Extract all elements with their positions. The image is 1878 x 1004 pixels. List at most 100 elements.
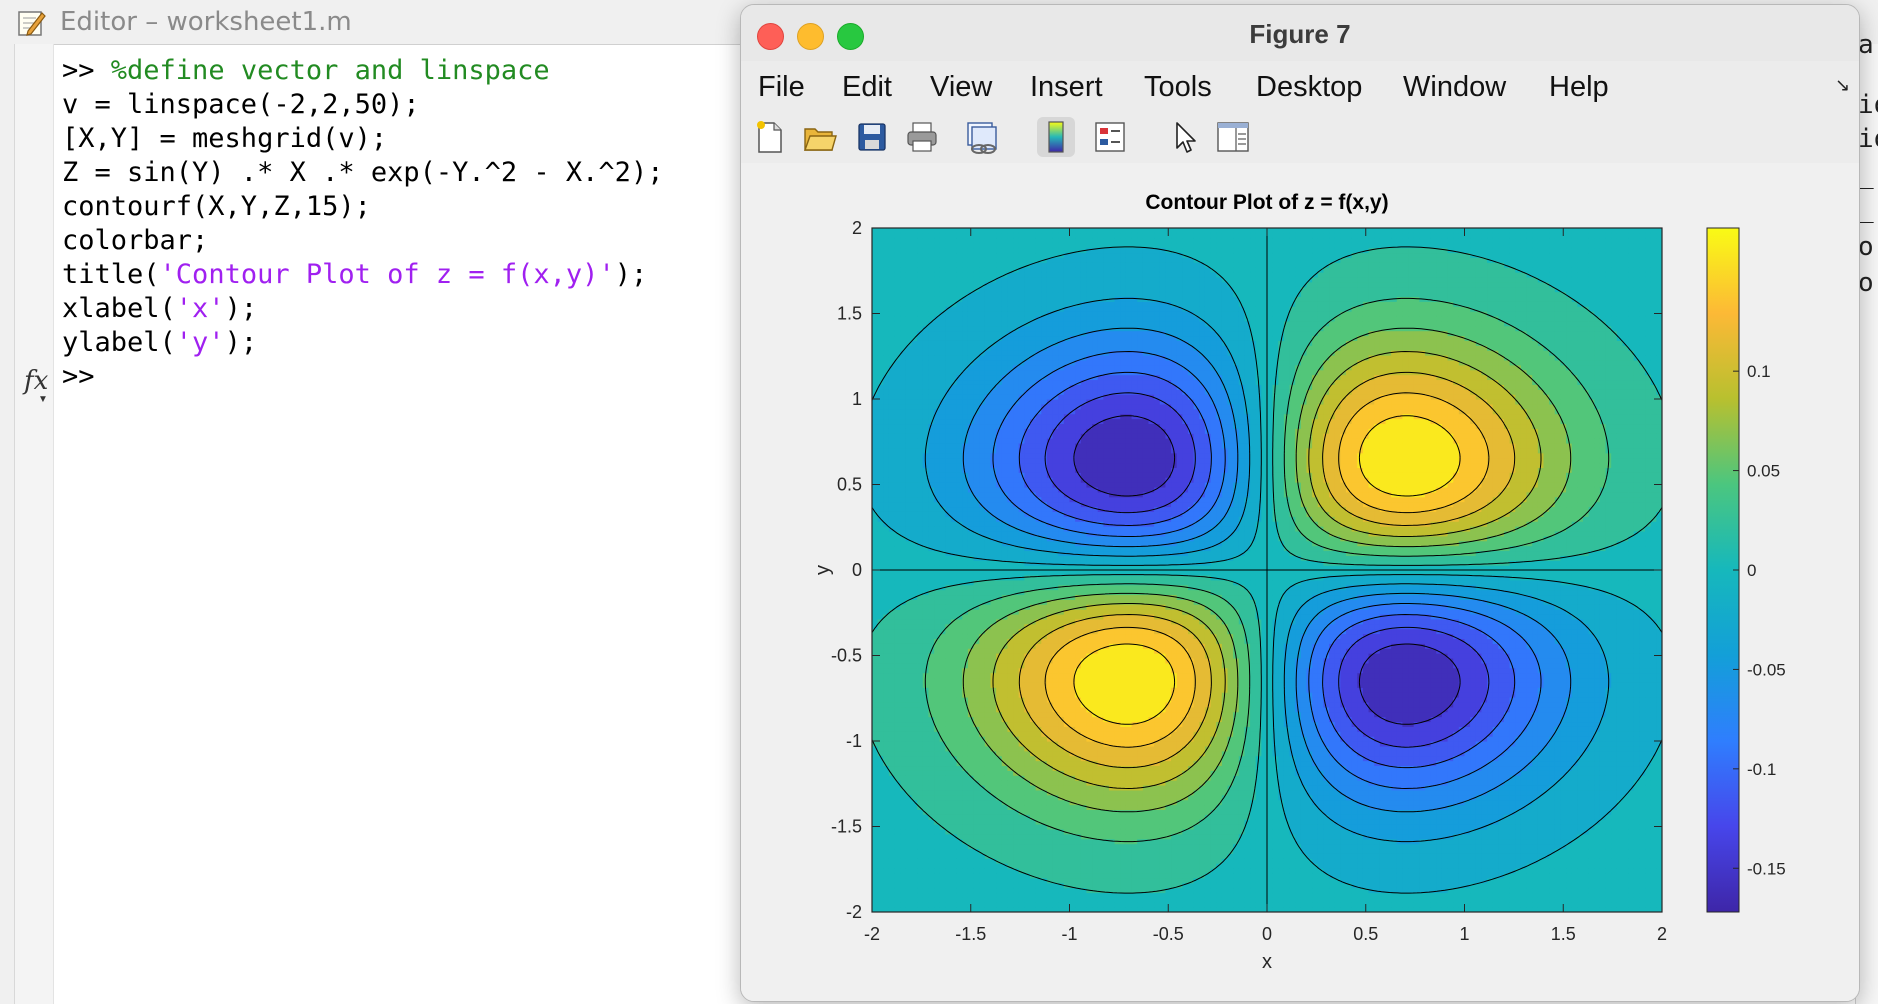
link-plot-icon[interactable] (963, 117, 1001, 157)
contour-cell (1030, 736, 1037, 742)
contour-cell (951, 706, 958, 713)
contour-cell (973, 237, 980, 244)
contour-cell (973, 462, 980, 468)
contour-cell (1013, 853, 1020, 859)
contour-cell (967, 736, 975, 742)
menu-insert[interactable]: Insert (1030, 71, 1103, 103)
function-browser-caret-icon[interactable]: ▼ (38, 394, 48, 405)
contour-cell (967, 467, 975, 473)
contour-cell (945, 584, 952, 591)
contour-cell (934, 628, 941, 635)
contour-cell (939, 350, 946, 356)
menu-window[interactable]: Window (1403, 71, 1507, 103)
contour-cell (911, 623, 918, 630)
menu-desktop[interactable]: Desktop (1256, 71, 1363, 103)
contour-cell (917, 296, 924, 302)
open-file-icon[interactable] (800, 117, 838, 157)
contour-cell (951, 545, 958, 552)
contour-cell (917, 506, 924, 512)
contour-cell (905, 286, 913, 293)
contour-cell (1063, 682, 1071, 688)
contour-cell (917, 789, 924, 796)
contour-cell (905, 721, 913, 727)
contour-cell (1046, 267, 1054, 273)
contour-cell (1063, 423, 1071, 429)
property-editor-icon[interactable] (1214, 117, 1252, 157)
contour-cell (951, 711, 958, 718)
contour-cell (894, 863, 901, 869)
menu-help[interactable]: Help (1549, 71, 1609, 103)
contour-cell (956, 828, 963, 835)
contour-cell (1024, 486, 1031, 493)
contour-cell (939, 306, 946, 312)
contour-cell (934, 418, 941, 425)
contour-cell (900, 423, 907, 429)
maximize-window-button[interactable] (837, 23, 864, 50)
contour-cell (911, 467, 918, 473)
contour-cell (905, 457, 913, 464)
contour-cell (905, 477, 913, 483)
legend-icon[interactable] (1091, 117, 1129, 157)
contour-cell (956, 472, 963, 478)
contour-cell (984, 662, 992, 669)
contour-cell (922, 809, 930, 815)
command-window-text[interactable]: >> %define vector and linspace v = linspa… (62, 54, 663, 394)
contour-cell (1018, 301, 1025, 307)
contour-cell (872, 814, 879, 820)
contour-cell (1007, 726, 1014, 732)
contour-cell (979, 799, 986, 806)
contour-cell (1013, 687, 1020, 693)
contour-cell (1013, 784, 1020, 791)
menu-tools[interactable]: Tools (1144, 71, 1212, 103)
contour-cell (1030, 604, 1037, 610)
contour-cell (922, 609, 930, 615)
figure-titlebar[interactable]: Figure 7 (741, 5, 1859, 61)
contour-cell (973, 262, 980, 268)
pointer-icon[interactable] (1165, 117, 1203, 157)
contour-cell (945, 872, 952, 879)
contour-cell (1052, 335, 1059, 341)
contour-cell (928, 570, 935, 576)
contour-cell (1001, 692, 1009, 698)
contour-cell (1024, 789, 1031, 796)
save-icon[interactable] (853, 117, 891, 157)
contour-cell (1024, 765, 1031, 771)
contour-cell (945, 486, 952, 493)
contour-cell (956, 262, 963, 268)
menu-view[interactable]: View (930, 71, 993, 103)
contour-cell (883, 701, 890, 708)
contour-cell (1035, 662, 1042, 669)
contour-cell (883, 780, 890, 786)
print-icon[interactable] (903, 117, 941, 157)
contour-cell (1024, 315, 1031, 322)
menu-edit[interactable]: Edit (842, 71, 892, 103)
contour-cell (894, 799, 901, 806)
function-browser-icon[interactable]: fx (24, 366, 49, 396)
contour-cell (939, 633, 946, 639)
contour-cell (1063, 755, 1071, 762)
contour-cell (1035, 482, 1042, 488)
contour-cell (1063, 428, 1071, 434)
contour-cell (945, 882, 952, 889)
contour-cell (1024, 892, 1031, 898)
contour-cell (1046, 350, 1054, 356)
new-figure-icon[interactable] (750, 117, 788, 157)
contour-cell (1007, 521, 1014, 527)
contour-cell (996, 511, 1003, 517)
contour-cell (883, 550, 890, 556)
contour-cell (922, 858, 930, 864)
minimize-window-button[interactable] (797, 23, 824, 50)
dock-arrow-icon[interactable]: ↘ (1835, 75, 1851, 95)
contour-cell (900, 687, 907, 693)
contour-cell (888, 692, 896, 698)
editor-title[interactable]: Editor – worksheet1.m (60, 7, 352, 37)
contour-cell (967, 863, 975, 869)
contour-chart[interactable]: Contour Plot of z = f(x,y) x y -2 -1.5 -1-… (741, 163, 1859, 1001)
contour-cell (894, 887, 901, 894)
close-window-button[interactable] (757, 23, 784, 50)
menu-file[interactable]: File (758, 71, 805, 103)
contour-cell (973, 311, 980, 317)
contour-cell (877, 374, 884, 381)
colorbar-icon[interactable] (1037, 117, 1075, 157)
contour-cell (962, 394, 969, 400)
